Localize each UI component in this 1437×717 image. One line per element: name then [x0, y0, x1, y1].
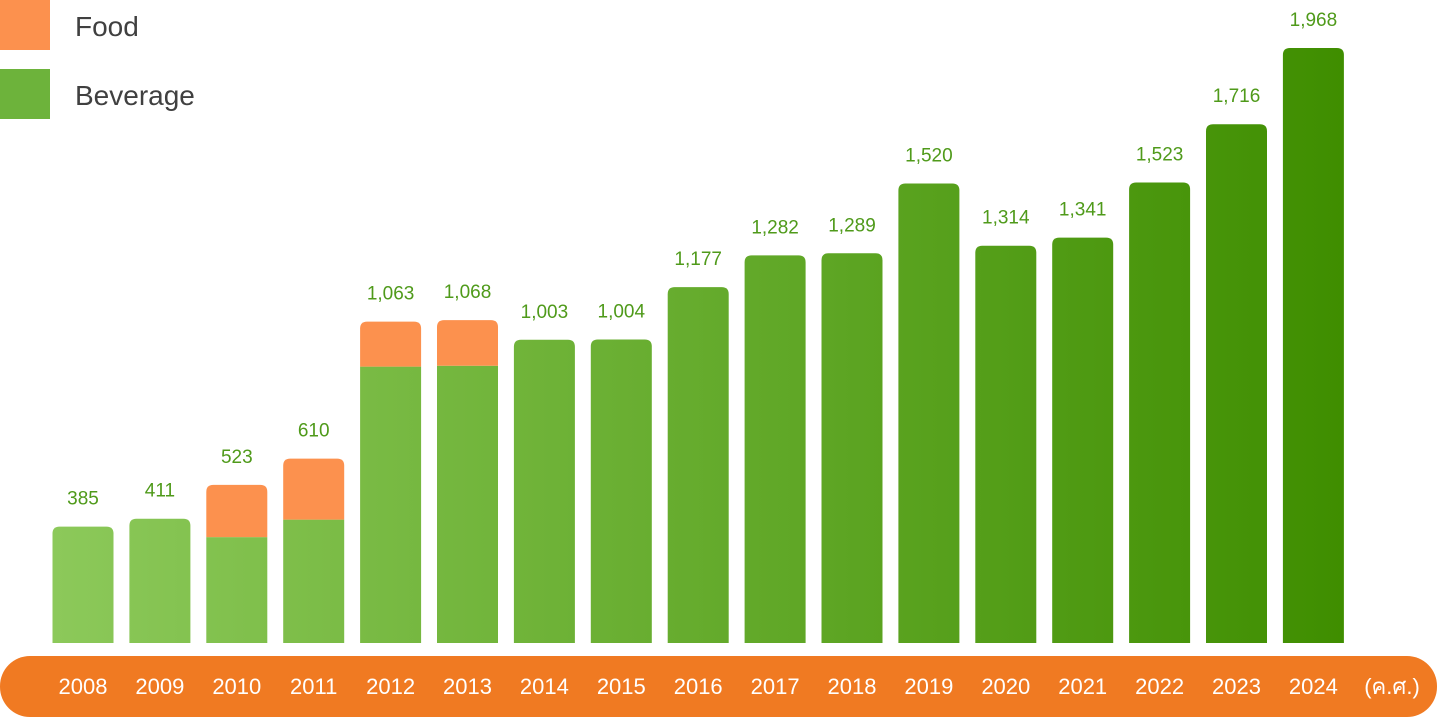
value-label-2013: 1,068 [444, 282, 492, 303]
bar-food-2011 [283, 458, 345, 520]
tick-label-2012: 2012 [366, 674, 415, 699]
value-label-2015: 1,004 [598, 301, 646, 322]
value-label-2016: 1,177 [674, 249, 722, 270]
tick-label-2013: 2013 [443, 674, 492, 699]
value-label-2017: 1,282 [751, 217, 799, 238]
bar-beverage-2023 [1206, 124, 1267, 643]
bar-beverage-2010 [206, 537, 268, 643]
bar-beverage-2015 [590, 339, 652, 643]
tick-label-2016: 2016 [674, 674, 723, 699]
bar-beverage-2013 [437, 365, 498, 643]
bar-beverage-2022 [1129, 182, 1191, 643]
bar-beverage-2017 [744, 255, 806, 644]
bar-food-2012 [360, 321, 422, 367]
bar-beverage-2009 [129, 518, 191, 643]
bar-beverage-2024 [1282, 48, 1344, 643]
value-label-2012: 1,063 [367, 284, 415, 305]
value-label-2023: 1,716 [1213, 86, 1261, 107]
value-label-2009: 411 [145, 481, 175, 502]
bar-beverage-2020 [975, 245, 1037, 644]
tick-label-2024: 2024 [1289, 674, 1338, 699]
x-axis-unit-label: (ค.ศ.) [1364, 674, 1420, 699]
value-label-2020: 1,314 [982, 208, 1030, 229]
value-label-2014: 1,003 [521, 302, 569, 323]
tick-label-2017: 2017 [751, 674, 800, 699]
bar-food-2013 [437, 320, 498, 366]
bar-beverage-2021 [1052, 237, 1114, 643]
legend-swatch-beverage [0, 69, 50, 119]
bar-beverage-2014 [513, 339, 575, 643]
value-label-2018: 1,289 [828, 215, 876, 236]
legend-label-food: Food [75, 11, 139, 42]
bar-beverage-2019 [898, 183, 960, 644]
tick-label-2015: 2015 [597, 674, 646, 699]
value-label-2024: 1,968 [1290, 10, 1338, 31]
value-label-2019: 1,520 [905, 145, 953, 166]
tick-labels-group: 2008 2009 2010 2011 2012 2013 2014 2015 2016 2017… [59, 674, 1338, 699]
tick-label-2018: 2018 [828, 674, 877, 699]
bar-beverage-2018 [821, 253, 883, 643]
bar-beverage-2012 [360, 366, 422, 643]
tick-label-2008: 2008 [59, 674, 108, 699]
bars-group [52, 48, 1344, 644]
value-label-2011: 610 [298, 421, 330, 442]
x-axis-band [0, 656, 1437, 717]
tick-label-2009: 2009 [135, 674, 184, 699]
tick-label-2020: 2020 [981, 674, 1030, 699]
value-labels-group: 385 411 523 610 1,063 1,068 1,003 1,004 1,177 1,2… [67, 10, 1337, 510]
tick-label-2021: 2021 [1058, 674, 1107, 699]
legend: Food Beverage [0, 0, 195, 119]
bar-beverage-2011 [283, 519, 345, 643]
value-label-2008: 385 [67, 489, 99, 510]
tick-label-2011: 2011 [290, 674, 337, 699]
bar-beverage-2008 [52, 526, 114, 643]
value-label-2010: 523 [221, 447, 253, 468]
tick-label-2023: 2023 [1212, 674, 1261, 699]
value-label-2021: 1,341 [1059, 200, 1107, 221]
value-label-2022: 1,523 [1136, 145, 1184, 166]
legend-label-beverage: Beverage [75, 80, 195, 111]
tick-label-2019: 2019 [904, 674, 953, 699]
tick-label-2010: 2010 [212, 674, 261, 699]
bar-food-2010 [206, 484, 268, 538]
tick-label-2022: 2022 [1135, 674, 1184, 699]
bar-beverage-2016 [667, 287, 729, 643]
legend-swatch-food [0, 0, 50, 50]
tick-label-2014: 2014 [520, 674, 569, 699]
